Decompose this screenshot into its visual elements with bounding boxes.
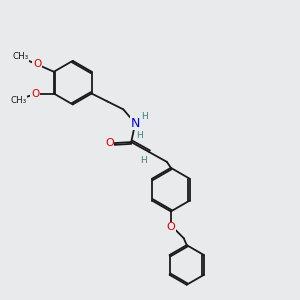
- Text: N: N: [130, 117, 140, 130]
- Text: O: O: [167, 222, 175, 232]
- Text: O: O: [31, 88, 39, 98]
- Text: CH₃: CH₃: [10, 96, 26, 105]
- Text: H: H: [136, 130, 142, 140]
- Text: H: H: [141, 112, 148, 121]
- Text: H: H: [140, 156, 146, 165]
- Text: O: O: [105, 138, 114, 148]
- Text: O: O: [33, 59, 41, 69]
- Text: CH₃: CH₃: [12, 52, 28, 62]
